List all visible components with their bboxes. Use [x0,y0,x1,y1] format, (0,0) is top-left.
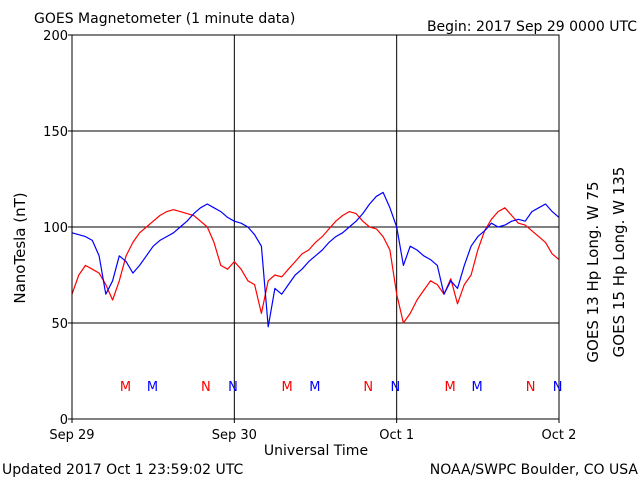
annotation-n: N [526,380,536,395]
annotation-n: N [228,380,238,395]
annotation-m: M [147,380,158,395]
annotation-n: N [390,380,400,395]
chart-title: GOES Magnetometer (1 minute data) [34,11,295,27]
x-axis-label: Universal Time [264,443,368,459]
annotation-n: N [201,380,211,395]
legend-goes13: GOES 13 Hp Long. W 75 [584,181,602,362]
annotation-m: M [472,380,483,395]
y-axis-label: NanoTesla (nT) [11,192,29,303]
series-line-goes15 [71,191,560,328]
x-tick-label: Oct 2 [542,428,577,443]
x-tick-label: Sep 30 [212,428,257,443]
y-axis-ticks: 0 50 100 150 200 [43,29,72,428]
y-tick-label: 200 [43,29,68,44]
begin-time: Begin: 2017 Sep 29 0000 UTC [427,19,637,35]
annotation-n: N [363,380,373,395]
y-tick-label: 50 [51,317,68,332]
annotation-m: M [120,380,131,395]
grid-lines [72,35,559,419]
x-tick-label: Oct 1 [379,428,414,443]
annotation-m: M [281,380,292,395]
y-tick-label: 0 [60,413,68,428]
source-credit: NOAA/SWPC Boulder, CO USA [430,462,639,478]
x-axis-ticks: Sep 29 Sep 30 Oct 1 Oct 2 [49,419,576,443]
updated-time: Updated 2017 Oct 1 23:59:02 UTC [2,462,243,478]
legend-goes15: GOES 15 Hp Long. W 135 [610,167,628,358]
series-line-goes13 [71,207,560,324]
y-tick-label: 100 [43,221,68,236]
x-tick-label: Sep 29 [49,428,94,443]
annotation-n: N [553,380,563,395]
series-group [71,191,560,328]
annotation-m: M [444,380,455,395]
y-tick-label: 150 [43,125,68,140]
annotation-m: M [309,380,320,395]
